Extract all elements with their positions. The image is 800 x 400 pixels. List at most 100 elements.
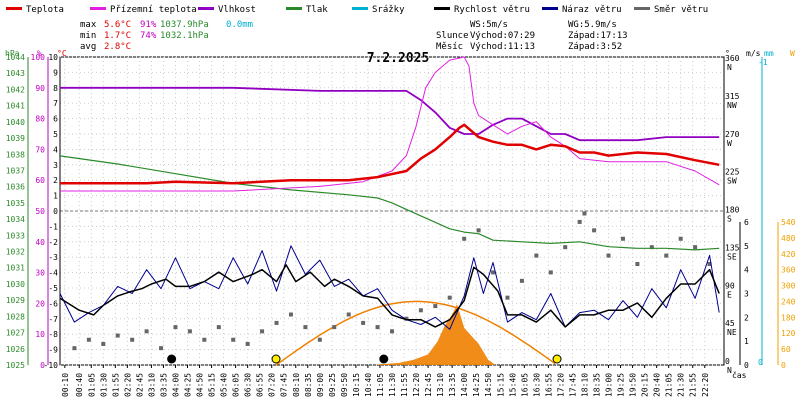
stat-max-label: max [80,20,97,30]
x-tick-label-6: 02:45 [135,373,144,397]
temp-tick-17: 7 [53,99,58,108]
pct-tick-1: 10 [35,330,45,339]
info-wg: WG:5.9m/s [568,20,617,30]
x-tick-label-14: 06:05 [232,373,241,397]
wind-dir-point-35 [577,219,582,224]
wind-dir-point-16 [303,325,308,330]
w-tick-3: 180 [781,313,796,322]
pct-tick-9: 90 [35,84,45,93]
pct-tick-2: 20 [35,299,45,308]
pct-tick-10: 100 [31,53,46,62]
unit-degc: °C [57,49,67,58]
x-tick-label-27: 11:30 [388,373,397,397]
sun-curve [275,300,556,366]
hpa-tick-18: 1043 [6,69,25,78]
w-tick-5: 300 [781,282,796,291]
legend-swatch-3 [286,7,302,10]
x-tick-label-45: 19:00 [605,373,614,397]
legend-swatch-7 [634,7,650,10]
pct-tick-8: 80 [35,115,45,124]
temp-tick-16: 6 [53,115,58,124]
wind-tick-1: 1 [744,337,749,346]
wind-tick-4: 4 [744,266,749,275]
x-tick-label-1: 00:40 [75,373,84,397]
legend-label-1: Přízemní teplota [110,5,197,15]
stat-min-hum: 74% [140,31,157,41]
stat-avg-label: avg [80,42,96,52]
x-tick-label-48: 20:15 [641,373,650,397]
pct-tick-3: 30 [35,269,45,278]
x-tick-label-0: 00:10 [61,373,70,397]
temp-tick-20: 10 [48,53,58,62]
stat-max-rain: 0.0mm [226,20,253,30]
wind-tick-0: 0 [744,361,749,370]
wind-tick-6: 6 [744,218,749,227]
x-tick-label-43: 18:10 [580,373,589,397]
dir-tick-1: 45 [725,319,735,328]
legend-swatch-4 [352,7,368,10]
axis-units: hPa % °C ° m/s mm W čas [5,49,795,380]
chart-title: 7.2.2025 [367,51,430,66]
hpa-tick-9: 1034 [6,215,25,224]
temp-tick-10: 0 [53,207,58,216]
dir-label-4: S [727,215,732,224]
x-tick-label-39: 16:30 [532,373,541,397]
wind-dir-point-28 [476,228,481,233]
wind-tick-3: 3 [744,290,749,299]
hpa-tick-16: 1041 [6,102,25,111]
info-moonrise: Východ:11:13 [470,42,535,52]
pct-tick-6: 60 [35,176,45,185]
dir-label-3: SE [727,252,737,261]
legend-swatch-1 [90,7,106,10]
x-tick-label-20: 08:35 [304,373,313,397]
temp-tick-15: 5 [53,130,58,139]
wind-dir-point-26 [447,295,452,300]
x-tick-label-29: 12:20 [412,373,421,397]
x-tick-label-42: 17:45 [568,373,577,397]
x-axis-ticks: 00:10 00:40 01:05 01:30 01:55 02:20 02:45 03:10… [61,365,710,397]
x-tick-label-44: 18:35 [592,373,601,397]
series-wind-line [59,264,720,328]
x-tick-label-4: 01:55 [111,373,120,397]
x-tick-label-46: 19:25 [617,373,626,397]
legend-label-0: Teplota [26,5,64,15]
wind-tick-2: 2 [744,313,749,322]
legend: Teplota Přízemní teplota Vlhkost Tlak Srážky… [6,5,708,15]
w-tick-7: 420 [781,250,796,259]
stat-max-press: 1037.9hPa [160,20,209,30]
x-tick-label-26: 11:05 [376,373,385,397]
pct-tick-7: 70 [35,145,45,154]
unit-pct: % [37,49,42,58]
legend-label-2: Vlhkost [218,5,256,15]
hpa-tick-5: 1030 [6,280,25,289]
solar-area [377,304,496,365]
x-tick-label-37: 15:40 [508,373,517,397]
x-tick-label-18: 07:45 [280,373,289,397]
stat-max-temp: 5.6°C [104,20,131,30]
wind-dir-point-8 [187,329,192,334]
wind-dir-point-37 [592,228,597,233]
temp-tick-6: -4 [48,269,58,278]
unit-ms: m/s [746,49,761,58]
info-sunset: Západ:17:13 [568,31,628,41]
hpa-tick-4: 1029 [6,296,25,305]
wind-dir-point-0 [72,346,77,351]
wind-dir-point-12 [245,341,250,346]
series-humidity-line [60,86,720,142]
wind-dir-point-33 [548,270,553,275]
wind-dir-point-17 [317,337,322,342]
x-tick-label-33: 14:00 [460,373,469,397]
wind-dir-point-25 [433,304,438,309]
x-tick-label-16: 06:55 [256,373,265,397]
dir-tick-0: 0 [725,357,730,366]
temp-tick-12: 2 [53,176,58,185]
x-tick-label-10: 04:25 [184,373,193,397]
x-tick-label-36: 15:15 [496,373,505,397]
wind-dir-point-31 [519,278,524,283]
info-moon-label: Měsíc [436,42,463,52]
hpa-tick-13: 1038 [6,150,25,159]
hpa-tick-8: 1033 [6,231,25,240]
x-tick-label-47: 19:50 [629,373,638,397]
x-tick-label-50: 21:05 [665,373,674,397]
temp-tick-14: 4 [53,145,58,154]
